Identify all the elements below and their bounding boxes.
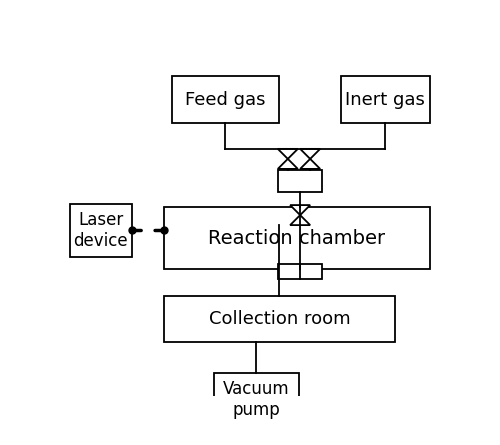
Polygon shape — [278, 149, 298, 159]
Text: Reaction chamber: Reaction chamber — [208, 229, 385, 248]
Text: Feed gas: Feed gas — [185, 91, 266, 109]
Polygon shape — [278, 159, 298, 169]
FancyBboxPatch shape — [214, 373, 298, 427]
FancyBboxPatch shape — [341, 77, 430, 123]
FancyBboxPatch shape — [278, 263, 322, 279]
Polygon shape — [290, 215, 310, 225]
Text: Inert gas: Inert gas — [346, 91, 425, 109]
Text: Vacuum
pump: Vacuum pump — [223, 380, 290, 419]
FancyBboxPatch shape — [164, 296, 395, 342]
Text: Collection room: Collection room — [208, 310, 350, 328]
Text: Laser
device: Laser device — [74, 211, 128, 250]
FancyBboxPatch shape — [70, 203, 132, 258]
Polygon shape — [290, 205, 310, 215]
FancyBboxPatch shape — [164, 207, 429, 269]
Polygon shape — [300, 159, 320, 169]
FancyBboxPatch shape — [278, 170, 322, 192]
Polygon shape — [300, 149, 320, 159]
FancyBboxPatch shape — [172, 77, 280, 123]
